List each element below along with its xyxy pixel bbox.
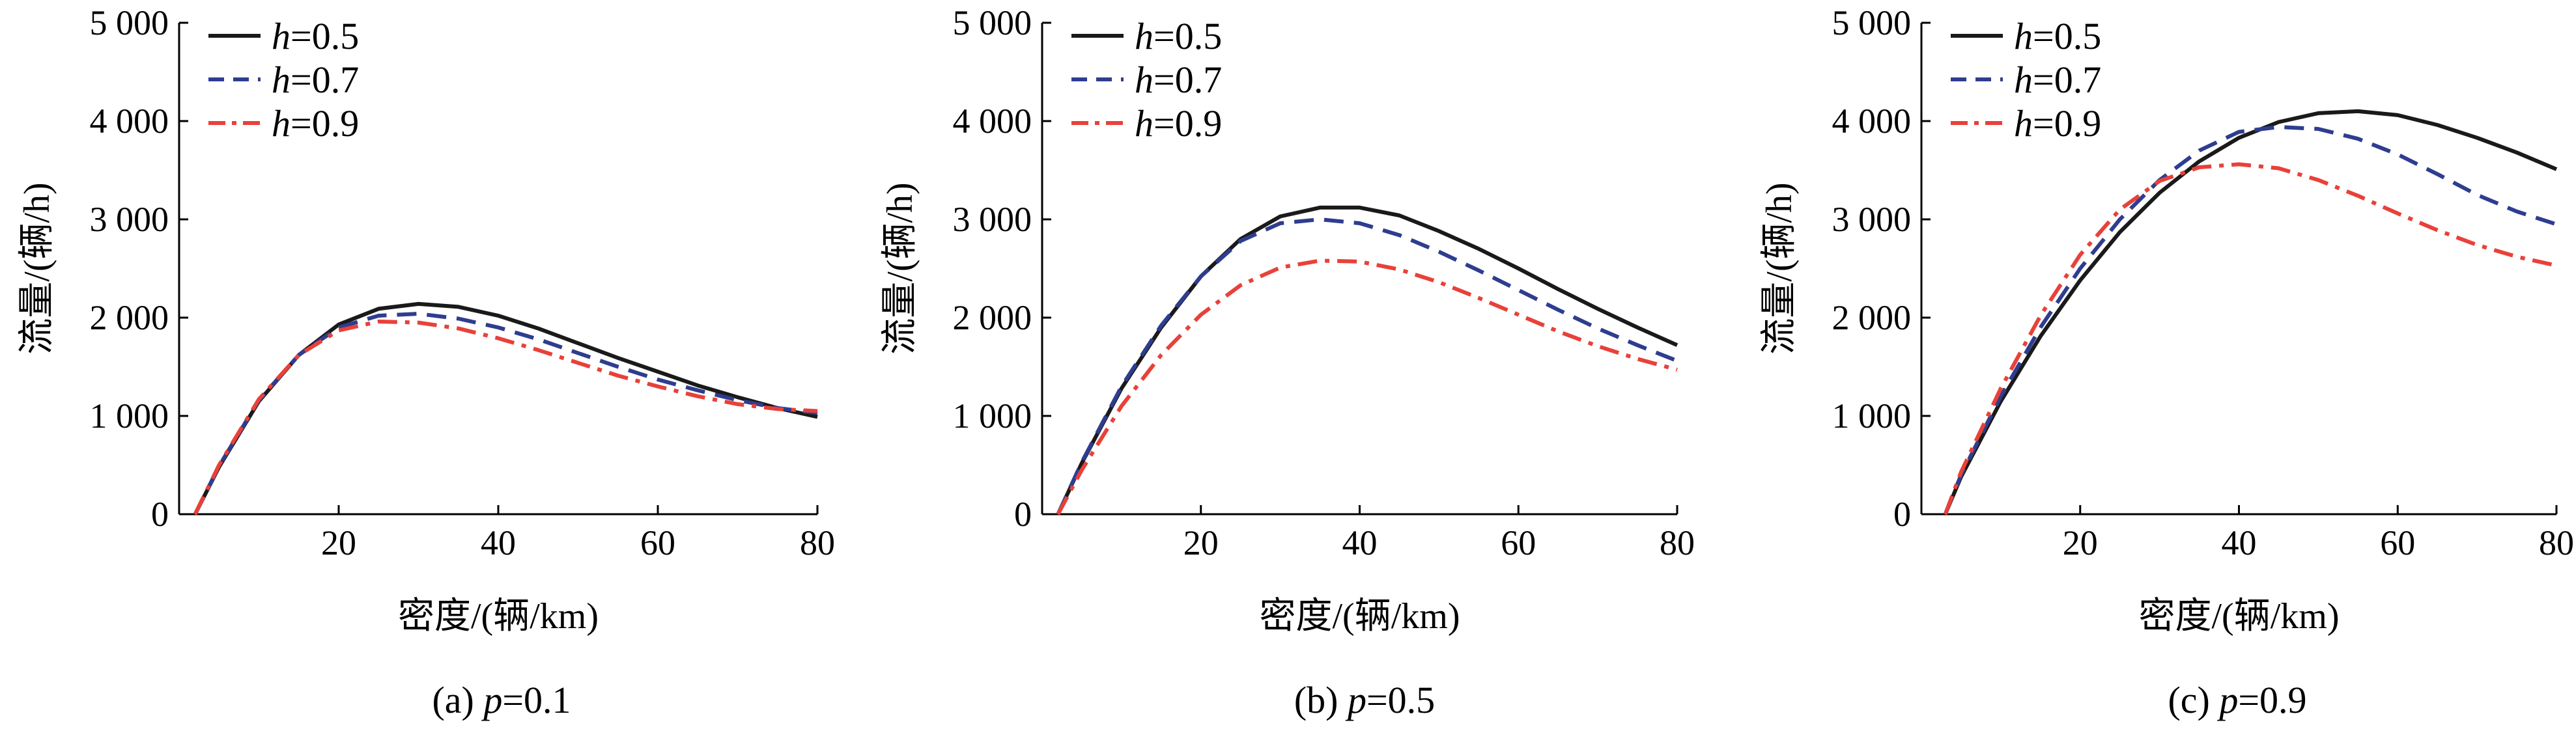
x-tick-label: 20 — [321, 523, 356, 562]
y-tick-label: 0 — [151, 495, 169, 534]
y-tick-label: 5 000 — [1832, 3, 1912, 42]
panel-caption: (a) p=0.1 — [432, 679, 571, 721]
legend-var: h — [272, 59, 290, 101]
y-tick-label: 4 000 — [1832, 102, 1912, 141]
legend-value: =0.7 — [2033, 59, 2101, 101]
legend-entry-0: h=0.5 — [272, 15, 359, 57]
legend-var: h — [1135, 59, 1154, 101]
legend-value: =0.9 — [2033, 102, 2101, 144]
x-tick-label: 60 — [2380, 523, 2415, 562]
y-tick-label: 2 000 — [1832, 298, 1912, 337]
caption-var: p — [481, 679, 502, 721]
y-tick-label: 1 000 — [1832, 396, 1912, 435]
x-tick-label: 40 — [481, 523, 516, 562]
legend-entry-1: h=0.7 — [272, 59, 359, 101]
series-line-1 — [1943, 125, 2557, 516]
series-line-0 — [193, 301, 818, 516]
series-line-0 — [1056, 205, 1678, 516]
x-tick-label: 80 — [800, 523, 835, 562]
legend-value: =0.7 — [1154, 59, 1222, 101]
y-tick-label: 2 000 — [953, 298, 1032, 337]
x-axis-title: 密度/(辆/km) — [398, 596, 599, 637]
legend-entry-2: h=0.9 — [272, 102, 359, 144]
chart-panel-b: 0 1 000 2 000 3 000 4 000 5 000 20 40 60 80 密度/(辆/… — [880, 3, 1695, 721]
x-tick-label: 80 — [2539, 523, 2574, 562]
x-axis-title: 密度/(辆/km) — [1260, 596, 1460, 637]
x-tick-label: 20 — [1183, 523, 1219, 562]
series-line-0 — [1943, 109, 2558, 516]
chart-panel-c: 0 1 000 2 000 3 000 4 000 5 000 20 40 60 80 密度/(辆/… — [1759, 3, 2574, 721]
legend-value: =0.5 — [2033, 15, 2101, 57]
x-tick-label: 40 — [1342, 523, 1378, 562]
panel-caption: (c) p=0.9 — [2168, 679, 2306, 721]
y-tick-label: 1 000 — [953, 396, 1032, 435]
legend-var: h — [1135, 15, 1154, 57]
y-tick-label: 4 000 — [953, 102, 1032, 141]
y-tick-label: 5 000 — [953, 3, 1032, 42]
x-axis-title: 密度/(辆/km) — [2139, 596, 2340, 637]
caption-prefix: (a) — [432, 679, 483, 721]
legend-value: =0.7 — [290, 59, 359, 101]
series-line-1 — [193, 312, 818, 516]
x-tick-label: 60 — [640, 523, 675, 562]
y-tick-label: 3 000 — [90, 200, 169, 239]
y-tick-label: 0 — [1893, 495, 1911, 534]
legend-entry-1: h=0.7 — [1135, 59, 1222, 101]
caption-value: =0.1 — [502, 679, 571, 721]
caption-var: p — [2216, 679, 2238, 721]
caption-prefix: (c) — [2168, 679, 2219, 721]
y-tick-label: 3 000 — [1832, 200, 1912, 239]
legend-var: h — [1135, 102, 1154, 144]
y-axis-title: 流量/(辆/h) — [880, 182, 920, 354]
series-line-1 — [1056, 217, 1678, 516]
legend-value: =0.9 — [1154, 102, 1222, 144]
series-line-2 — [193, 320, 818, 516]
caption-value: =0.9 — [2238, 679, 2306, 721]
caption-value: =0.5 — [1366, 679, 1435, 721]
x-tick-label: 60 — [1501, 523, 1536, 562]
legend-var: h — [272, 15, 290, 57]
series-line-2 — [1943, 162, 2557, 516]
y-tick-label: 3 000 — [953, 200, 1032, 239]
chart-panel-a: 0 1 000 2 000 3 000 4 000 5 000 20 40 60 80 密度/(辆/… — [17, 3, 835, 721]
legend-var: h — [2014, 59, 2033, 101]
legend-value: =0.9 — [290, 102, 359, 144]
legend-value: =0.5 — [1154, 15, 1222, 57]
legend-entry-0: h=0.5 — [2014, 15, 2101, 57]
y-axis-title: 流量/(辆/h) — [1759, 182, 1800, 354]
y-tick-label: 2 000 — [90, 298, 169, 337]
x-tick-label: 40 — [2222, 523, 2257, 562]
legend-entry-1: h=0.7 — [2014, 59, 2101, 101]
legend-entry-2: h=0.9 — [1135, 102, 1222, 144]
series-line-2 — [1056, 258, 1678, 516]
legend-var: h — [272, 102, 290, 144]
legend-var: h — [2014, 102, 2033, 144]
y-tick-label: 0 — [1014, 495, 1032, 534]
y-tick-label: 1 000 — [90, 396, 169, 435]
caption-var: p — [1345, 679, 1366, 721]
x-tick-label: 80 — [1660, 523, 1695, 562]
panel-caption: (b) p=0.5 — [1294, 679, 1435, 721]
x-tick-label: 20 — [2063, 523, 2098, 562]
legend-var: h — [2014, 15, 2033, 57]
y-axis-title: 流量/(辆/h) — [17, 182, 57, 354]
y-tick-label: 4 000 — [90, 102, 169, 141]
y-tick-label: 5 000 — [90, 3, 169, 42]
legend-entry-2: h=0.9 — [2014, 102, 2101, 144]
legend-entry-0: h=0.5 — [1135, 15, 1222, 57]
legend-value: =0.5 — [290, 15, 359, 57]
caption-prefix: (b) — [1294, 679, 1348, 721]
